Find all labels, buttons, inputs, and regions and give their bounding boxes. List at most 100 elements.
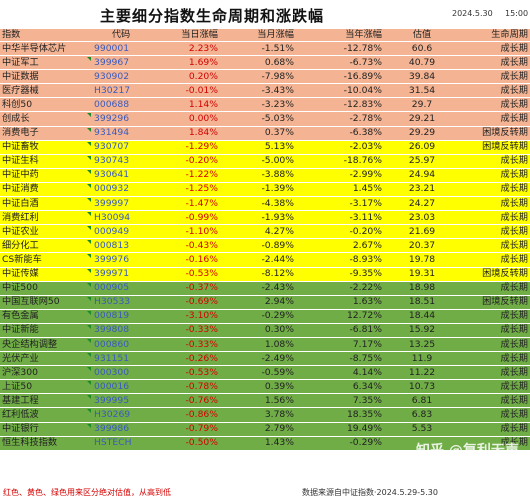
cell-flag-icon [87, 155, 91, 160]
table-row: 中证生科 930743 -0.20% -5.00% -18.76% 25.97 成长期 [0, 154, 530, 169]
row-month-change: 5.13% [220, 140, 296, 155]
table-row: 创成长 399296 0.00% -5.03% -2.78% 29.21 成长期 [0, 111, 530, 127]
cell-flag-icon [87, 268, 91, 273]
table-row: 有色金属 000819 -3.10% -0.29% 12.72% 18.44 成长期 [0, 309, 530, 324]
row-month-change: -1.93% [220, 210, 296, 226]
row-valuation: 40.79 [384, 55, 460, 71]
footer-note: 红色、黄色、绿色用来区分绝对估值，从高到低 [3, 488, 171, 497]
row-month-change: 1.56% [220, 393, 296, 409]
row-day-change: 0.20% [150, 69, 220, 85]
row-valuation: 6.83 [384, 407, 460, 423]
row-month-change: 2.79% [220, 422, 296, 437]
row-month-change: -0.29% [220, 309, 296, 324]
header-day: 当日涨幅 [150, 29, 220, 42]
row-name: 中证军工 [0, 55, 92, 71]
row-month-change: 0.68% [220, 55, 296, 71]
row-month-change: -3.43% [220, 83, 296, 99]
row-year-change: -8.93% [296, 252, 384, 268]
row-code: 000819 [92, 309, 150, 324]
row-stage: 成长期 [460, 196, 530, 212]
row-valuation: 39.84 [384, 69, 460, 85]
row-year-change: -16.89% [296, 69, 384, 85]
row-month-change: -8.12% [220, 267, 296, 282]
row-month-change: 1.08% [220, 337, 296, 353]
table-row: 中证500 000905 -0.37% -2.43% -2.22% 18.98 成长期 [0, 281, 530, 296]
cell-flag-icon [87, 198, 91, 203]
row-valuation: 25.97 [384, 154, 460, 169]
row-year-change: -8.75% [296, 351, 384, 367]
row-valuation: 19.78 [384, 252, 460, 268]
row-stage: 成长期 [460, 323, 530, 338]
row-name: CS新能车 [0, 252, 92, 268]
row-month-change: 3.78% [220, 407, 296, 423]
table-row: 中证白酒 399997 -1.47% -4.38% -3.17% 24.27 成长期 [0, 196, 530, 212]
row-stage: 成长期 [460, 407, 530, 423]
row-day-change: -0.50% [150, 436, 220, 451]
row-month-change: -2.43% [220, 281, 296, 296]
row-day-change: -0.37% [150, 281, 220, 296]
row-month-change: 0.37% [220, 126, 296, 141]
row-valuation: 26.09 [384, 140, 460, 155]
row-code: HSTECH [92, 436, 150, 451]
row-year-change: -2.99% [296, 168, 384, 183]
cell-flag-icon [87, 296, 91, 301]
row-day-change: -0.33% [150, 323, 220, 338]
row-year-change: 4.14% [296, 365, 384, 381]
row-year-change: -12.78% [296, 41, 384, 57]
row-code: 000860 [92, 337, 150, 353]
row-stage: 成长期 [460, 252, 530, 268]
row-name: 有色金属 [0, 309, 92, 324]
row-month-change: -0.59% [220, 365, 296, 381]
row-stage: 成长期 [460, 41, 530, 57]
cell-flag-icon [87, 395, 91, 400]
row-year-change: 2.67% [296, 238, 384, 254]
row-month-change: -5.03% [220, 111, 296, 127]
row-code: 399971 [92, 267, 150, 282]
row-year-change: -9.35% [296, 267, 384, 282]
page-title: 主要细分指数生命周期和涨跌幅 [100, 7, 325, 25]
row-stage: 成长期 [460, 97, 530, 113]
table-row: 消费红利 H30094 -0.99% -1.93% -3.11% 23.03 成长期 [0, 210, 530, 226]
row-code: 000905 [92, 281, 150, 296]
header-year: 当年涨幅 [296, 29, 384, 42]
watermark: 知乎 @复利无声 [416, 443, 519, 459]
row-code: 930707 [92, 140, 150, 155]
row-valuation: 31.54 [384, 83, 460, 99]
cell-flag-icon [87, 353, 91, 358]
table-row: 消费电子 931494 1.84% 0.37% -6.38% 29.29 困境反转期 [0, 126, 530, 141]
row-name: 中证生科 [0, 154, 92, 169]
row-year-change: -0.20% [296, 224, 384, 240]
header-name: 指数 [0, 29, 92, 42]
row-stage: 成长期 [460, 69, 530, 85]
row-code: 399296 [92, 111, 150, 127]
time-label: 15:00 [505, 9, 529, 18]
row-year-change: -0.29% [296, 436, 384, 451]
row-name: 光伏产业 [0, 351, 92, 367]
cell-flag-icon [87, 212, 91, 217]
row-month-change: -4.38% [220, 196, 296, 212]
row-name: 中证500 [0, 281, 92, 296]
row-name: 中证中药 [0, 168, 92, 183]
index-table: 指数 代码 当日涨幅 当月涨幅 当年涨幅 估值 生命周期 中华半导体芯片 9900… [0, 29, 530, 451]
row-stage: 成长期 [460, 379, 530, 395]
cell-flag-icon [87, 310, 91, 315]
cell-flag-icon [87, 57, 91, 62]
row-code: 000016 [92, 379, 150, 395]
row-year-change: -3.17% [296, 196, 384, 212]
row-day-change: 1.69% [150, 55, 220, 71]
row-valuation [384, 436, 460, 451]
row-valuation: 18.44 [384, 309, 460, 324]
row-name: 中国互联网50 [0, 295, 92, 310]
row-valuation: 23.21 [384, 182, 460, 198]
row-name: 中证数据 [0, 69, 92, 85]
row-code: 931151 [92, 351, 150, 367]
row-month-change: -1.51% [220, 41, 296, 57]
row-name: 消费电子 [0, 126, 92, 141]
row-day-change: -0.33% [150, 337, 220, 353]
row-year-change: -2.03% [296, 140, 384, 155]
cell-flag-icon [87, 367, 91, 372]
date-label: 2024.5.30 [452, 9, 493, 18]
row-name: 红利低波 [0, 407, 92, 423]
row-day-change: -0.01% [150, 83, 220, 99]
row-year-change: -2.22% [296, 281, 384, 296]
